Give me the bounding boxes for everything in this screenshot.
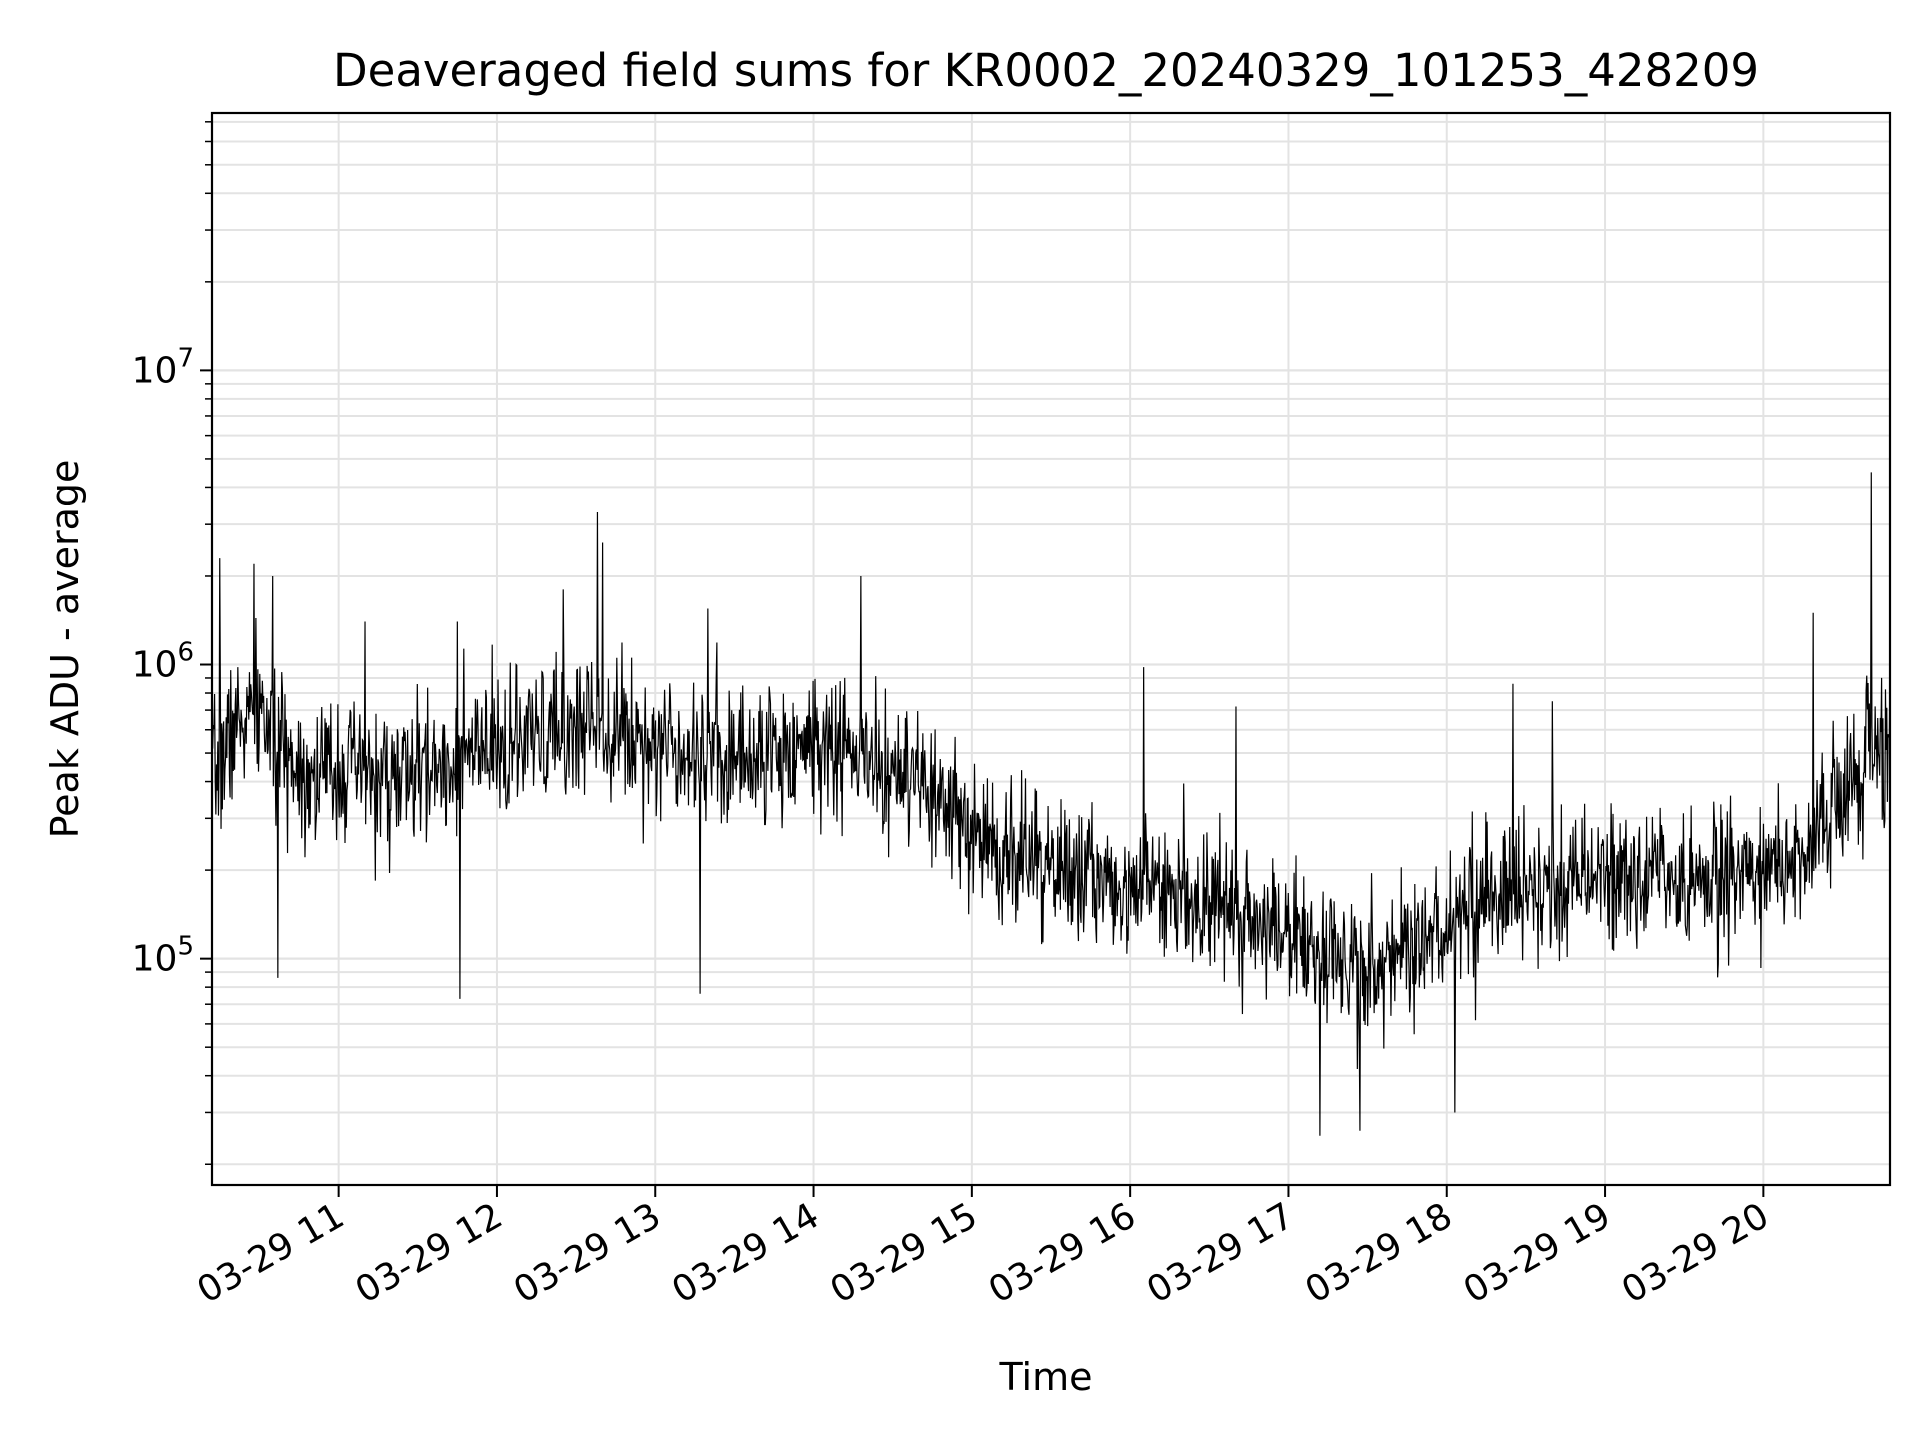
y-tick-exponent: 5 xyxy=(177,932,194,962)
y-tick-base: 10 xyxy=(132,350,178,391)
y-tick-base: 10 xyxy=(132,939,178,980)
y-tick-exponent: 7 xyxy=(177,343,194,373)
series-line xyxy=(212,472,1890,1136)
y-tick-label: 105 xyxy=(132,932,194,980)
plot-frame xyxy=(210,111,1892,1187)
y-tick-label: 107 xyxy=(132,343,194,391)
y-axis-label: Peak ADU - average xyxy=(43,460,87,839)
y-tick-exponent: 6 xyxy=(177,638,194,668)
y-tick-label: 106 xyxy=(132,638,194,686)
plot-area xyxy=(212,472,1890,1136)
y-tick-base: 10 xyxy=(132,645,178,686)
chart-title: Deaveraged field sums for KR0002_2024032… xyxy=(333,44,1759,97)
x-axis-label: Time xyxy=(999,1355,1093,1399)
